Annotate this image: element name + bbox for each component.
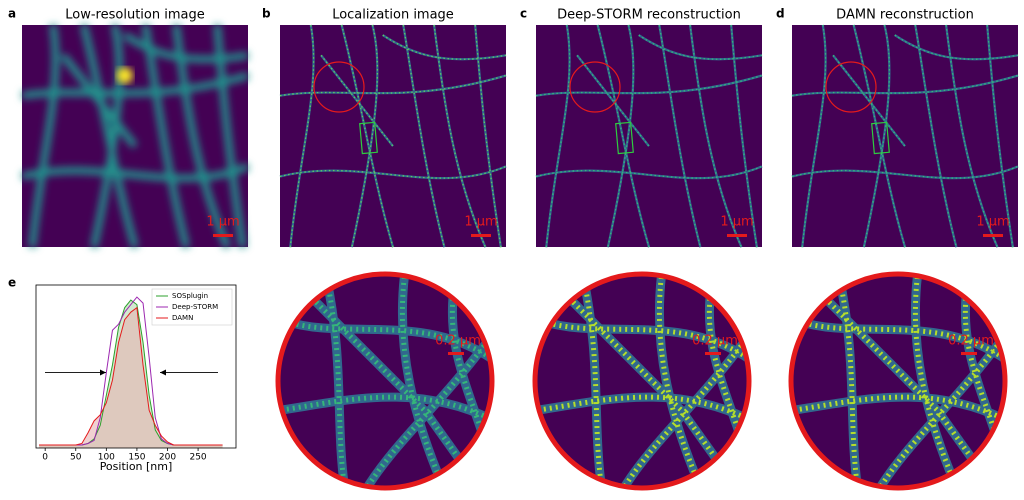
roi-box — [871, 121, 890, 155]
scale-bar — [213, 234, 233, 237]
image-background — [536, 25, 762, 247]
image-background — [792, 25, 1018, 247]
scale-bar-label: 1 µm — [720, 215, 753, 230]
bright-spot — [116, 67, 133, 84]
profile-line — [39, 306, 223, 446]
x-axis-label: Position [nm] — [100, 460, 173, 473]
legend-label: SOSplugin — [172, 292, 208, 300]
scale-bar-label: 1 µm — [464, 215, 497, 230]
panel-label: b — [262, 7, 271, 21]
x-tick-label: 100 — [98, 453, 115, 463]
x-tick-label: 0 — [42, 453, 48, 463]
zoom: 0.2 µm — [532, 271, 752, 491]
zoom-border — [532, 271, 752, 491]
roi-box — [359, 121, 378, 155]
legend-label: Deep-STORM — [172, 303, 218, 311]
x-tick-label: 150 — [128, 453, 145, 463]
roi-circle — [825, 61, 877, 113]
arrow-head — [160, 369, 166, 376]
scale-bar-label: 1 µm — [976, 215, 1009, 230]
zoom: 0.2 µm — [275, 271, 495, 491]
x-tick-label: 250 — [189, 453, 206, 463]
panel-title: DAMN reconstruction — [836, 8, 974, 23]
roi-box — [615, 121, 634, 155]
panel-label: a — [8, 7, 16, 21]
zoom-scale-label: 0.2 µm — [692, 334, 738, 349]
roi-circle — [313, 61, 365, 113]
zoom-scale-bar — [448, 352, 464, 355]
roi-circle — [569, 61, 621, 113]
panel-title: Low-resolution image — [65, 8, 204, 23]
zoom-scale-label: 0.2 µm — [948, 334, 994, 349]
zoom-scale-bar — [705, 352, 721, 355]
legend-label: DAMN — [172, 314, 193, 322]
panel-label: d — [776, 7, 785, 21]
panel-title: Localization image — [332, 8, 454, 23]
image-content — [22, 25, 248, 247]
panel-label: c — [520, 7, 527, 21]
panel-label: e — [8, 276, 16, 290]
zoom-scale-bar — [961, 352, 977, 355]
plot-frame — [35, 284, 237, 449]
scale-bar — [727, 234, 747, 237]
area-fill — [39, 307, 223, 448]
x-tick-label: 200 — [159, 453, 176, 463]
scale-bar-label: 1 µm — [206, 215, 239, 230]
panel-title: Deep-STORM reconstruction — [557, 8, 741, 23]
scale-bar — [471, 234, 491, 237]
zoom-border — [275, 271, 495, 491]
zoom-border — [788, 271, 1008, 491]
image-background — [280, 25, 506, 247]
zoom-scale-label: 0.2 µm — [435, 334, 481, 349]
arrow-head — [100, 369, 106, 376]
scale-bar — [983, 234, 1003, 237]
x-tick-label: 50 — [70, 453, 82, 463]
zoom: 0.2 µm — [788, 271, 1008, 491]
